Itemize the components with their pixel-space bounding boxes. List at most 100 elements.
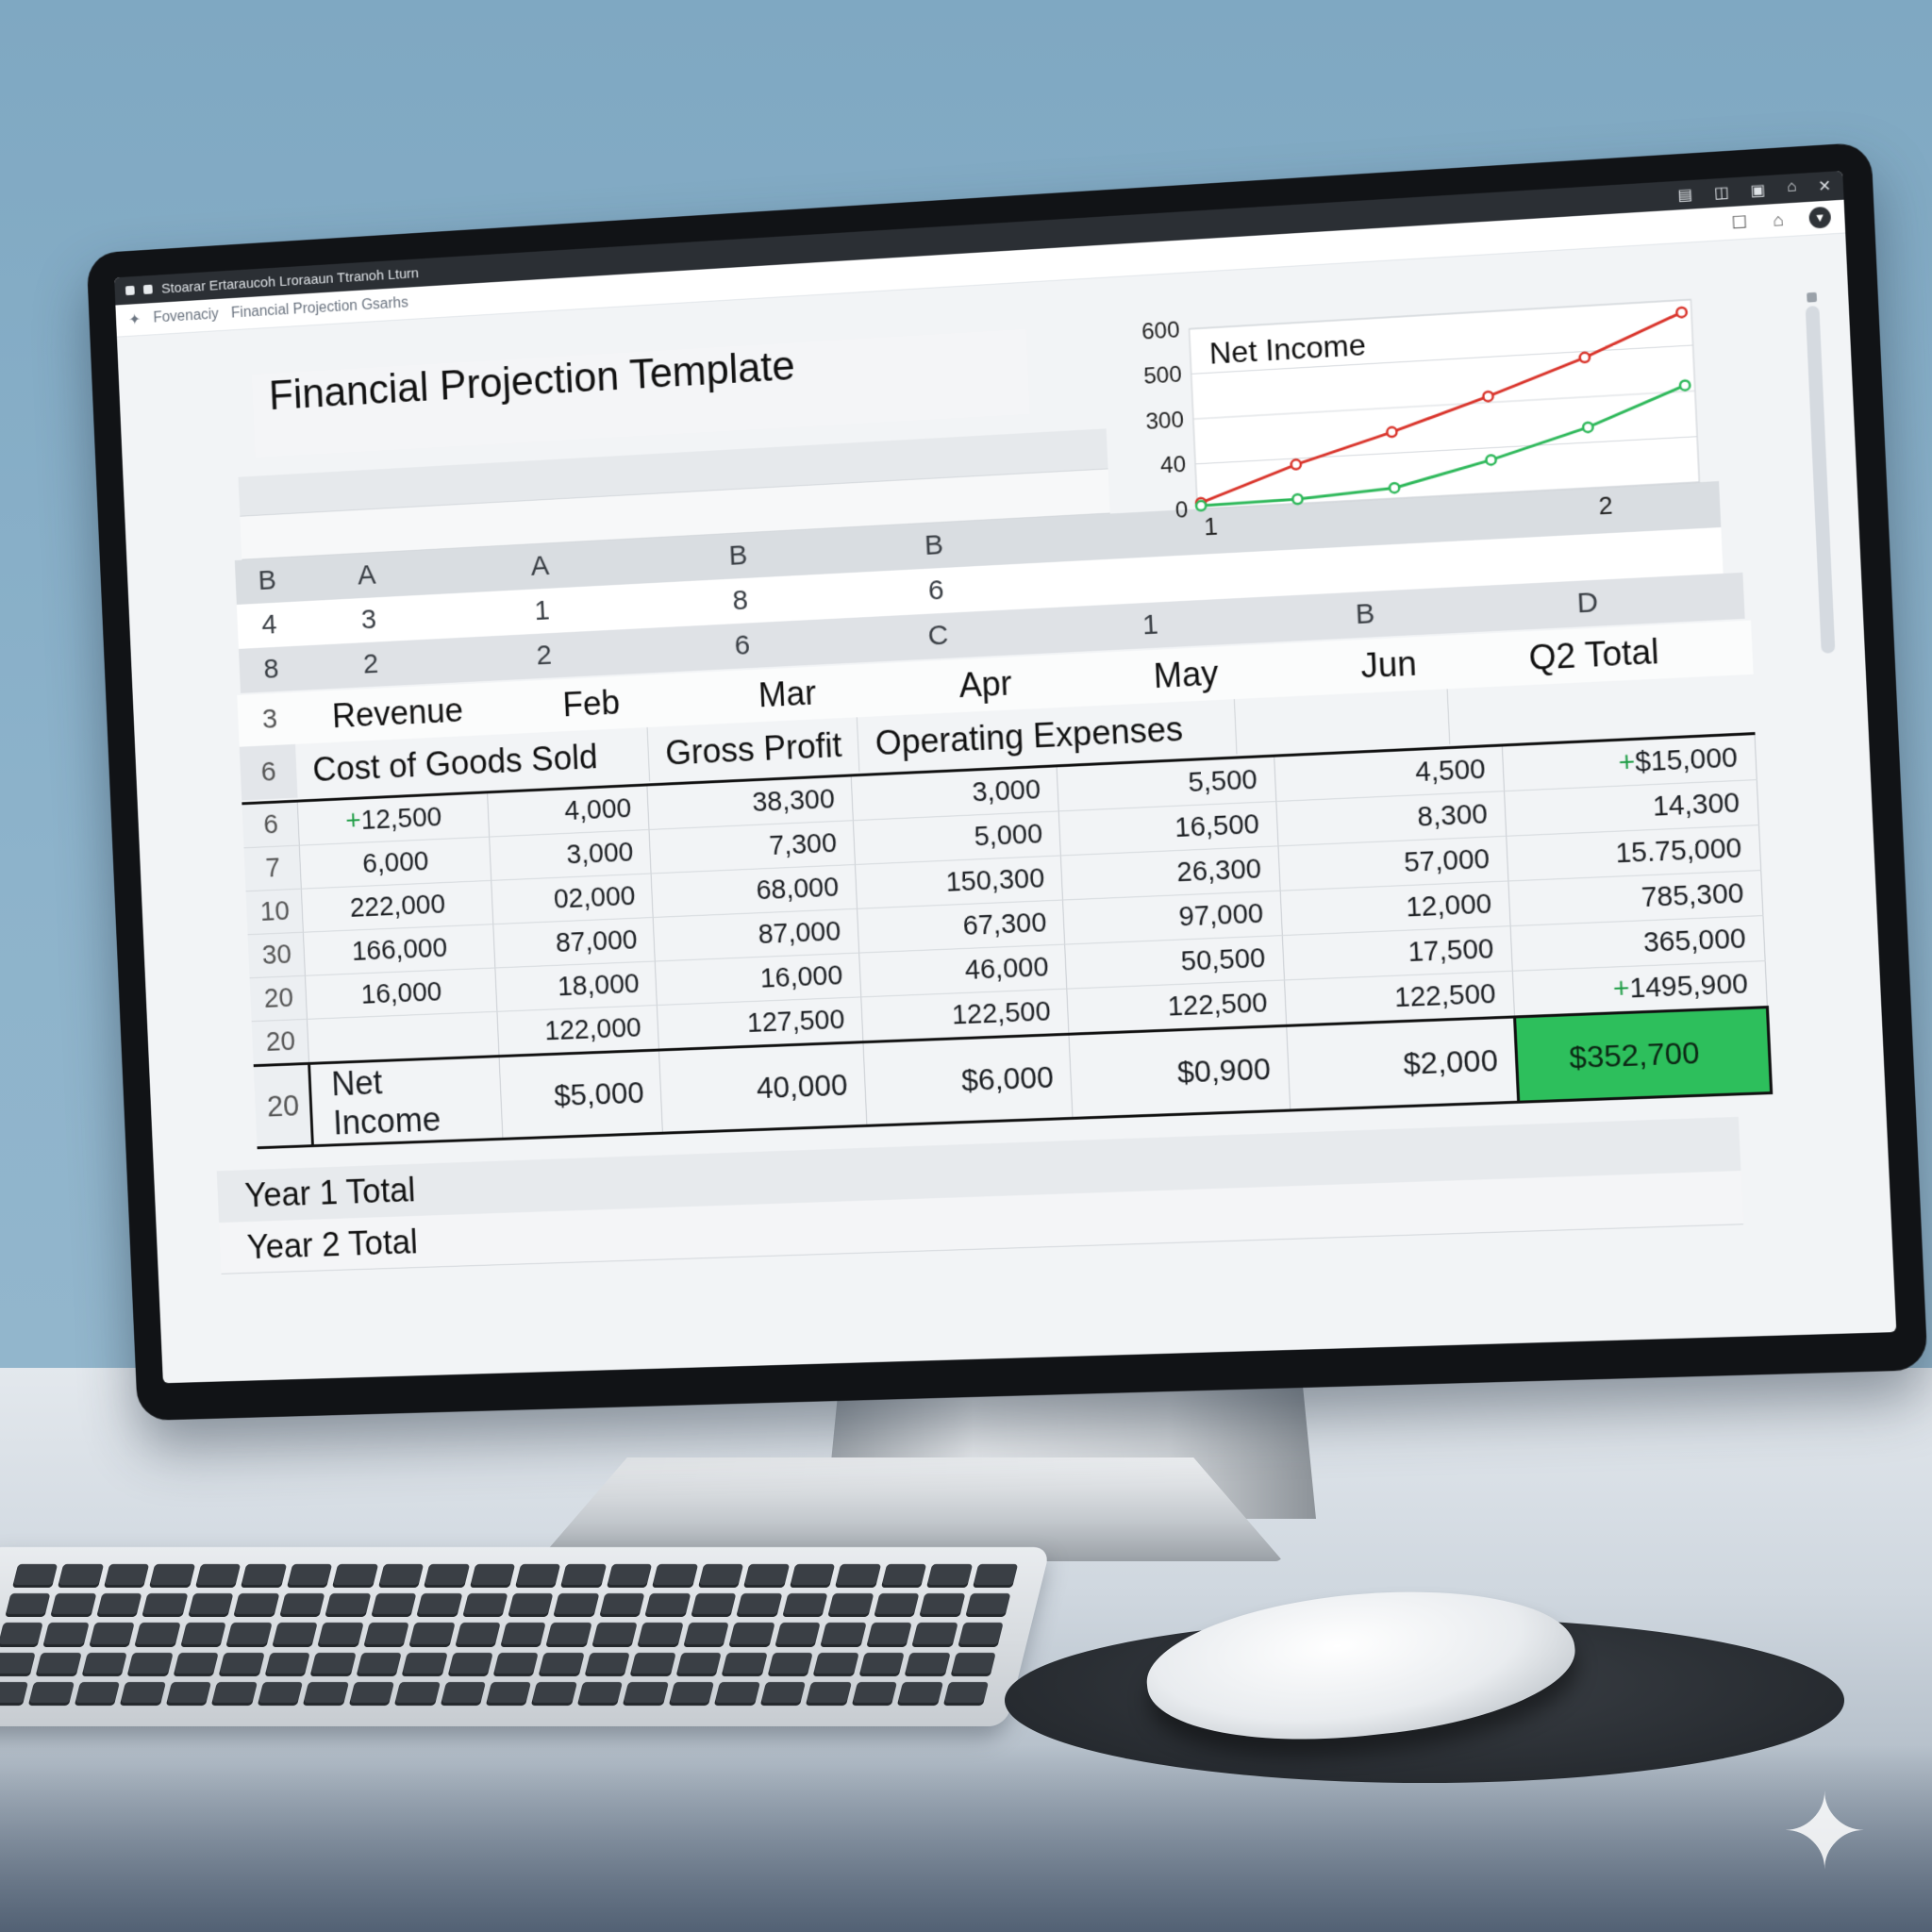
cell[interactable]: C — [926, 619, 949, 652]
table-cell[interactable] — [307, 1011, 499, 1064]
cell[interactable]: 8 — [262, 653, 280, 685]
header-cell-apr[interactable]: Apr — [958, 663, 1013, 706]
chart-point — [1196, 501, 1207, 511]
cell[interactable]: 3 — [360, 604, 377, 636]
keyboard-key — [469, 1564, 516, 1589]
table-cell[interactable]: 87,000 — [492, 917, 656, 968]
pin-icon[interactable]: ✦ — [128, 311, 142, 329]
cell[interactable]: D — [1575, 586, 1599, 620]
keyboard-key — [644, 1593, 691, 1618]
row-number: 3 — [261, 703, 278, 735]
cell[interactable]: B — [257, 564, 277, 596]
row-number: 6 — [239, 743, 298, 801]
close-icon[interactable]: ✕ — [1817, 177, 1832, 196]
chart-y-tick: 600 — [1141, 318, 1181, 345]
keyboard-key — [377, 1564, 425, 1589]
header-cell-feb[interactable]: Feb — [561, 682, 621, 724]
table-cell[interactable]: $5,000 — [498, 1050, 663, 1140]
breadcrumb-doc[interactable]: Financial Projection Gsarhs — [230, 294, 409, 322]
home-icon[interactable]: ⌂ — [1786, 178, 1797, 196]
keyboard-key — [28, 1681, 75, 1706]
keyboard-key — [774, 1623, 821, 1647]
keyboard-key — [0, 1681, 29, 1706]
keyboard-key — [440, 1681, 487, 1706]
header-cell-q2-total[interactable]: Q2 Total — [1527, 631, 1660, 677]
table-cell[interactable]: 3,000 — [489, 829, 652, 881]
chart-point — [1483, 391, 1493, 402]
header-cell-jun[interactable]: Jun — [1359, 643, 1418, 686]
keyboard-key — [964, 1593, 1011, 1618]
keyboard-key — [880, 1564, 927, 1589]
table-cell[interactable]: $2,000 — [1286, 1016, 1519, 1111]
cell[interactable]: A — [357, 558, 377, 591]
table-cell[interactable]: $6,000 — [862, 1034, 1074, 1126]
sparkle-icon: ✦ — [1781, 1774, 1869, 1890]
header-cell-may[interactable]: May — [1152, 653, 1220, 696]
table-cell[interactable]: 122,500 — [860, 989, 1070, 1042]
keyboard-key — [317, 1623, 364, 1647]
net-income-total-cell[interactable]: $352,700 — [1514, 1007, 1772, 1103]
header-cell-mar[interactable]: Mar — [758, 673, 817, 715]
cell[interactable] — [1234, 689, 1451, 755]
keyboard-key — [272, 1623, 318, 1647]
scrollbar-arrow[interactable] — [1807, 291, 1818, 303]
keyboard-key — [576, 1681, 624, 1706]
table-cell[interactable]: 4,000 — [487, 784, 650, 838]
keyboard-key — [690, 1593, 737, 1618]
keyboard-key — [584, 1652, 631, 1676]
cell[interactable]: 6 — [733, 629, 751, 661]
keyboard-key — [81, 1652, 128, 1676]
cell[interactable]: 2 — [362, 648, 379, 680]
vertical-scrollbar[interactable] — [1805, 305, 1836, 654]
keyboard-key — [89, 1623, 136, 1647]
cell[interactable]: 2 — [535, 639, 553, 672]
table-cell[interactable]: 16,000 — [305, 967, 497, 1020]
chart-plot-area — [1190, 300, 1700, 509]
category-gross-profit[interactable]: Gross Profit — [647, 717, 860, 782]
cell[interactable]: 6 — [927, 574, 945, 607]
cell[interactable]: 1 — [533, 594, 551, 627]
keyboard-key — [325, 1593, 372, 1618]
forward-icon[interactable]: ◫ — [1713, 184, 1730, 202]
cell[interactable]: B — [727, 540, 749, 572]
keyboard-key — [454, 1623, 501, 1647]
header-cell-revenue[interactable]: Revenue — [331, 691, 464, 736]
breadcrumb-app[interactable]: Fovenaciy — [153, 306, 220, 326]
download-icon[interactable]: ▼ — [1808, 206, 1832, 229]
cell[interactable]: 4 — [260, 608, 278, 641]
cell[interactable]: B — [924, 528, 944, 561]
table-cell[interactable]: 122,000 — [496, 1005, 659, 1057]
keyboard-key — [50, 1593, 97, 1618]
monitor: Stoarar Ertaraucoh Lroraaun Ttranoh Ltur… — [86, 142, 1928, 1422]
keyboard-key — [187, 1593, 234, 1618]
keyboard-key — [865, 1623, 912, 1647]
keyboard-key — [721, 1652, 768, 1676]
back-icon[interactable]: ▤ — [1677, 187, 1693, 205]
share-icon[interactable]: ⌂ — [1772, 209, 1785, 230]
table-cell[interactable]: 122,500 — [1067, 979, 1287, 1035]
keyboard-key — [637, 1623, 684, 1647]
table-cell[interactable]: 18,000 — [494, 960, 658, 1012]
keyboard-key — [957, 1623, 1004, 1647]
keyboard-key — [370, 1593, 417, 1618]
table-cell[interactable]: $0,900 — [1069, 1025, 1291, 1119]
cell[interactable]: 1 — [1141, 608, 1159, 641]
bookmark-icon[interactable]: ▣ — [1750, 182, 1766, 200]
window-menu-icon[interactable] — [142, 284, 153, 294]
bookmark-icon[interactable]: ☐ — [1730, 211, 1748, 233]
table-cell[interactable]: 40,000 — [658, 1041, 867, 1134]
cell[interactable]: 8 — [731, 584, 749, 617]
keyboard-key — [623, 1681, 669, 1706]
keyboard-key — [919, 1593, 965, 1618]
keyboard-key — [925, 1564, 973, 1589]
keyboard-key — [553, 1593, 600, 1618]
net-income-label[interactable]: Net Income — [308, 1056, 503, 1146]
table-cell[interactable]: 166,000 — [303, 924, 495, 976]
table-cell[interactable]: 127,500 — [657, 996, 863, 1051]
cell[interactable]: A — [529, 550, 550, 582]
keyboard-key — [972, 1564, 1019, 1589]
cell[interactable]: B — [1355, 597, 1376, 631]
keyboard-key — [332, 1564, 378, 1589]
table-cell[interactable]: 02,000 — [491, 873, 654, 924]
keyboard-key — [393, 1681, 441, 1706]
